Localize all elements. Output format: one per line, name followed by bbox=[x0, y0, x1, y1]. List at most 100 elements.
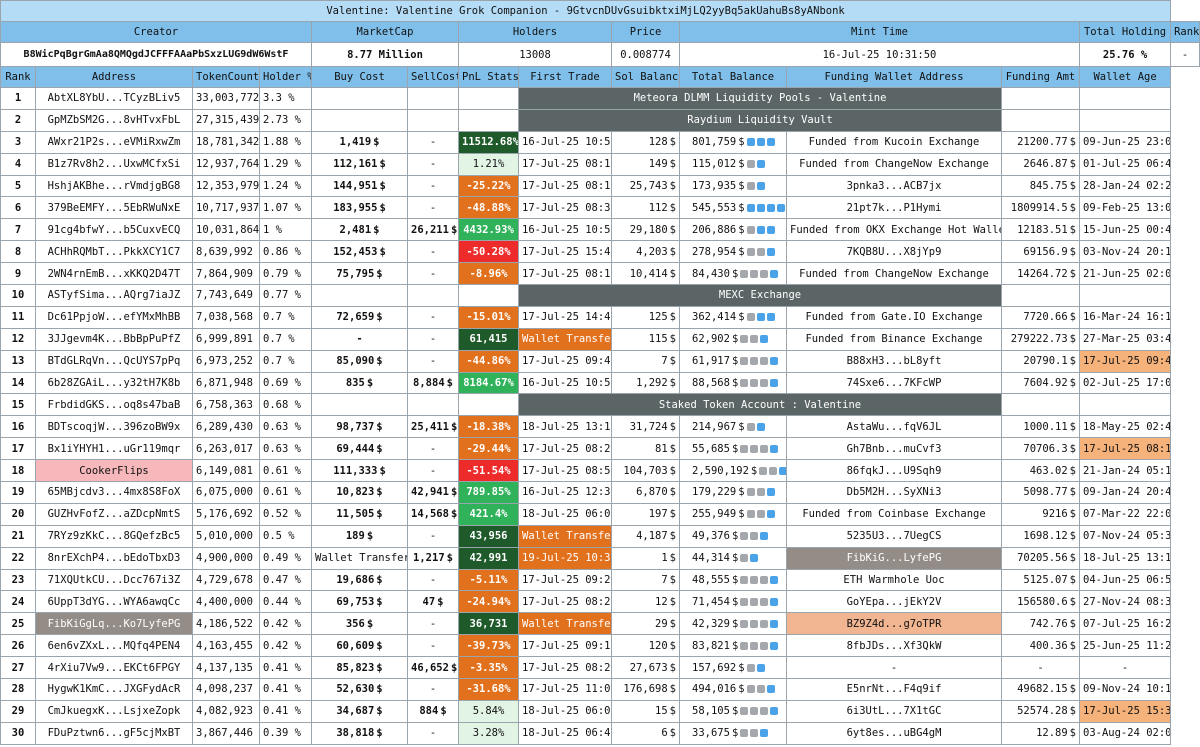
address-cell[interactable]: Bx1iYHYH1...uGr119mqr bbox=[35, 437, 193, 461]
wallet-gray-icon[interactable] bbox=[756, 510, 765, 519]
address-cell[interactable]: BDTscoqjW...396zoBW9x bbox=[35, 415, 193, 439]
wallet-blue-icon[interactable] bbox=[770, 597, 779, 606]
wallet-gray-icon[interactable] bbox=[740, 554, 749, 563]
funding-wallet-cell[interactable]: Funded from Kucoin Exchange bbox=[786, 130, 1002, 154]
funding-wallet-cell[interactable]: Funded from ChangeNow Exchange bbox=[786, 152, 1002, 176]
wallet-blue-icon[interactable] bbox=[766, 488, 775, 497]
wallet-gray-icon[interactable] bbox=[746, 422, 755, 431]
address-cell[interactable]: FDuPztwn6...gF5cjMxBT bbox=[35, 721, 193, 745]
wallet-blue-icon[interactable] bbox=[750, 554, 759, 563]
wallet-gray-icon[interactable] bbox=[750, 444, 759, 453]
wallet-blue-icon[interactable] bbox=[756, 422, 765, 431]
wallet-gray-icon[interactable] bbox=[750, 619, 759, 628]
wallet-blue-icon[interactable] bbox=[756, 313, 765, 322]
wallet-gray-icon[interactable] bbox=[760, 444, 769, 453]
wallet-gray-icon[interactable] bbox=[740, 707, 749, 716]
funding-wallet-cell[interactable]: 7KQB8U...X8jYp9 bbox=[786, 240, 1002, 264]
wallet-gray-icon[interactable] bbox=[746, 510, 755, 519]
funding-wallet-cell[interactable]: Funded from Binance Exchange bbox=[786, 327, 1002, 351]
wallet-gray-icon[interactable] bbox=[746, 225, 755, 234]
wallet-gray-icon[interactable] bbox=[740, 335, 749, 344]
wallet-gray-icon[interactable] bbox=[740, 269, 749, 278]
funding-wallet-cell[interactable]: Gh7Bnb...muCvf3 bbox=[786, 437, 1002, 461]
funding-wallet-cell[interactable]: - bbox=[786, 656, 1002, 680]
wallet-gray-icon[interactable] bbox=[760, 357, 769, 366]
wallet-blue-icon[interactable] bbox=[770, 707, 779, 716]
wallet-gray-icon[interactable] bbox=[750, 379, 759, 388]
wallet-blue-icon[interactable] bbox=[756, 225, 765, 234]
funding-wallet-cell[interactable]: 5235U3...7UegCS bbox=[786, 524, 1002, 548]
funding-wallet-cell[interactable]: ETH Warmhole Uoc bbox=[786, 568, 1002, 592]
funding-wallet-cell[interactable]: BZ9Z4d...g7oTPR bbox=[786, 612, 1002, 636]
wallet-blue-icon[interactable] bbox=[770, 357, 779, 366]
creator-address[interactable]: B8WicPqBgrGmAa8QMQgdJCFFFAAaPbSxzLUG9dW6… bbox=[0, 42, 312, 67]
funding-wallet-cell[interactable]: 21pt7k...P1Hymi bbox=[786, 196, 1002, 220]
wallet-blue-icon[interactable] bbox=[770, 641, 779, 650]
funding-wallet-cell[interactable]: 74Sxe6...7KFcWP bbox=[786, 371, 1002, 395]
wallet-blue-icon[interactable] bbox=[779, 466, 786, 475]
address-cell[interactable]: HshjAKBhe...rVmdjgBG8 bbox=[35, 174, 193, 198]
address-cell[interactable]: AWxr21P2s...eVMiRxwZm bbox=[35, 130, 193, 154]
wallet-gray-icon[interactable] bbox=[746, 182, 755, 190]
wallet-gray-icon[interactable] bbox=[750, 597, 759, 606]
wallet-gray-icon[interactable] bbox=[756, 685, 765, 694]
funding-wallet-cell[interactable]: Funded from Coinbase Exchange bbox=[786, 502, 1002, 526]
wallet-gray-icon[interactable] bbox=[740, 619, 749, 628]
wallet-gray-icon[interactable] bbox=[746, 160, 755, 169]
wallet-blue-icon[interactable] bbox=[766, 138, 775, 147]
wallet-gray-icon[interactable] bbox=[750, 269, 759, 278]
funding-wallet-cell[interactable]: 6yt8es...uBG4gM bbox=[786, 721, 1002, 745]
address-cell[interactable]: 2WN4rnEmB...xKKQ2D47T bbox=[35, 262, 193, 286]
wallet-blue-icon[interactable] bbox=[766, 510, 775, 519]
funding-wallet-cell[interactable]: 3pnka3...ACB7jx bbox=[786, 174, 1002, 198]
wallet-gray-icon[interactable] bbox=[756, 247, 765, 256]
address-cell[interactable]: 6UppT3dYG...WYA6awqCc bbox=[35, 590, 193, 614]
wallet-gray-icon[interactable] bbox=[750, 335, 759, 344]
address-cell[interactable]: HygwK1KmC...JXGFydAcR bbox=[35, 678, 193, 701]
wallet-gray-icon[interactable] bbox=[746, 488, 755, 497]
wallet-blue-icon[interactable] bbox=[770, 576, 779, 585]
wallet-blue-icon[interactable] bbox=[770, 379, 779, 388]
wallet-blue-icon[interactable] bbox=[756, 182, 765, 190]
funding-wallet-cell[interactable]: 6i3UtL...7X1tGC bbox=[786, 699, 1002, 723]
address-cell[interactable]: 3JJgevm4K...BbBpPuPfZ bbox=[35, 327, 193, 351]
address-cell[interactable]: 6b28ZGAiL...y32tH7K8b bbox=[35, 371, 193, 395]
funding-wallet-cell[interactable]: Db5M2H...SyXNi3 bbox=[786, 481, 1002, 504]
wallet-gray-icon[interactable] bbox=[746, 663, 755, 672]
address-cell[interactable]: CookerFlips bbox=[35, 459, 193, 483]
wallet-gray-icon[interactable] bbox=[740, 641, 749, 650]
wallet-gray-icon[interactable] bbox=[760, 597, 769, 606]
wallet-gray-icon[interactable] bbox=[746, 313, 755, 322]
address-cell[interactable]: 4rXiu7Vw9...EKCt6FPGY bbox=[35, 656, 193, 680]
wallet-gray-icon[interactable] bbox=[760, 707, 769, 716]
address-cell[interactable]: 71XQUtkCU...Dcc767i3Z bbox=[35, 568, 193, 592]
wallet-gray-icon[interactable] bbox=[769, 466, 778, 475]
funding-wallet-cell[interactable]: E5nrNt...F4q9if bbox=[786, 678, 1002, 701]
wallet-blue-icon[interactable] bbox=[756, 663, 765, 672]
wallet-gray-icon[interactable] bbox=[740, 379, 749, 388]
address-cell[interactable]: B1z7Rv8h2...UxwMCfxSi bbox=[35, 152, 193, 176]
address-cell[interactable]: 91cg4bfwY...b5CuxvECQ bbox=[35, 218, 193, 242]
funding-wallet-cell[interactable]: Funded from ChangeNow Exchange bbox=[786, 262, 1002, 286]
funding-wallet-cell[interactable]: B88xH3...bL8yft bbox=[786, 349, 1002, 373]
wallet-blue-icon[interactable] bbox=[756, 160, 765, 169]
wallet-gray-icon[interactable] bbox=[746, 247, 755, 256]
wallet-blue-icon[interactable] bbox=[760, 335, 769, 344]
funding-wallet-cell[interactable]: Funded from Gate.IO Exchange bbox=[786, 305, 1002, 329]
address-cell[interactable]: FrbdidGKS...oq8s47baB bbox=[35, 393, 193, 417]
wallet-gray-icon[interactable] bbox=[750, 707, 759, 716]
address-cell[interactable]: AbtXL8YbU...TCyzBLiv5 bbox=[35, 87, 193, 110]
address-cell[interactable]: ASTyfSima...AQrg7iaJZ bbox=[35, 284, 193, 307]
wallet-blue-icon[interactable] bbox=[770, 269, 779, 278]
address-cell[interactable]: ACHhRQMbT...PkkXCY1C7 bbox=[35, 240, 193, 264]
wallet-gray-icon[interactable] bbox=[740, 729, 749, 738]
address-cell[interactable]: GUZHvFofZ...aZDcpNmtS bbox=[35, 502, 193, 526]
wallet-blue-icon[interactable] bbox=[766, 685, 775, 694]
wallet-gray-icon[interactable] bbox=[750, 641, 759, 650]
wallet-gray-icon[interactable] bbox=[746, 685, 755, 694]
wallet-gray-icon[interactable] bbox=[760, 619, 769, 628]
wallet-gray-icon[interactable] bbox=[750, 357, 759, 366]
address-cell[interactable]: 379BeEMFY...5EbRWuNxE bbox=[35, 196, 193, 220]
wallet-blue-icon[interactable] bbox=[756, 138, 765, 147]
wallet-gray-icon[interactable] bbox=[740, 576, 749, 585]
